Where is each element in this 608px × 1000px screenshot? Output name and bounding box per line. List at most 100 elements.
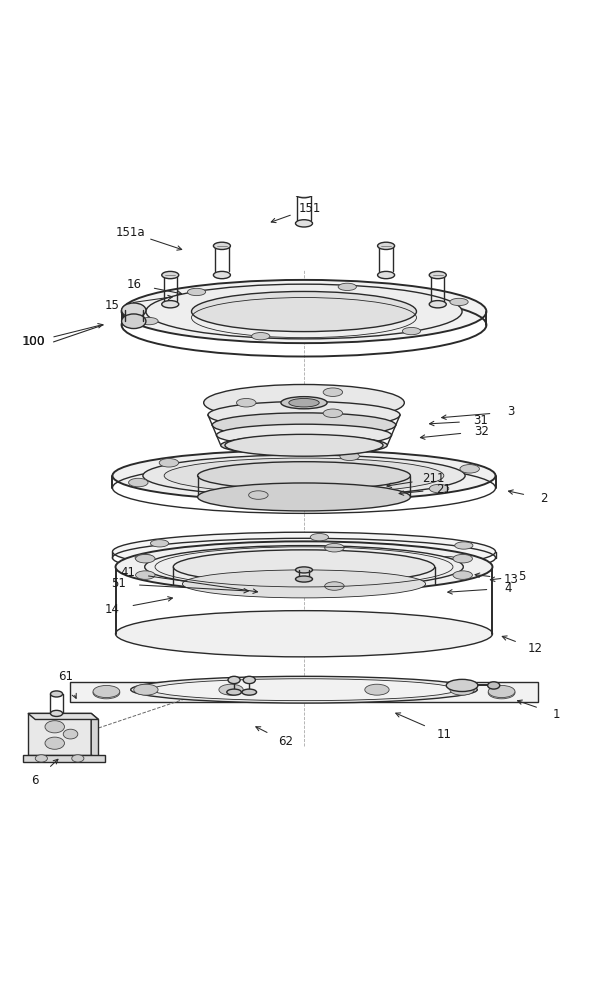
Text: 211: 211: [421, 472, 444, 485]
Ellipse shape: [228, 676, 240, 684]
Ellipse shape: [325, 582, 344, 590]
Ellipse shape: [325, 543, 344, 552]
Ellipse shape: [450, 298, 468, 306]
Text: 15: 15: [105, 299, 120, 312]
Ellipse shape: [281, 397, 327, 409]
Ellipse shape: [122, 280, 486, 343]
Ellipse shape: [112, 532, 496, 571]
Text: 16: 16: [126, 278, 141, 291]
Ellipse shape: [295, 191, 313, 198]
Text: 21: 21: [437, 483, 451, 496]
Ellipse shape: [280, 563, 298, 570]
Ellipse shape: [93, 687, 120, 699]
Ellipse shape: [289, 398, 319, 407]
Ellipse shape: [237, 398, 256, 407]
Ellipse shape: [429, 484, 449, 493]
Ellipse shape: [50, 691, 63, 697]
Ellipse shape: [453, 554, 472, 563]
Text: 32: 32: [474, 425, 489, 438]
Ellipse shape: [152, 679, 456, 701]
Text: 3: 3: [507, 405, 514, 418]
Ellipse shape: [143, 455, 465, 496]
Ellipse shape: [208, 402, 400, 428]
Text: 4: 4: [504, 582, 511, 595]
Ellipse shape: [225, 434, 383, 456]
Ellipse shape: [50, 710, 63, 716]
Text: 6: 6: [32, 774, 39, 787]
Text: 2: 2: [541, 492, 548, 505]
Text: 61: 61: [58, 670, 73, 683]
Ellipse shape: [310, 533, 328, 541]
Ellipse shape: [249, 491, 268, 499]
Text: 151: 151: [299, 202, 321, 215]
Ellipse shape: [150, 540, 168, 547]
Ellipse shape: [295, 576, 313, 582]
Ellipse shape: [198, 483, 410, 511]
Ellipse shape: [323, 388, 343, 396]
Ellipse shape: [340, 452, 359, 461]
Ellipse shape: [455, 542, 473, 549]
Ellipse shape: [112, 450, 496, 501]
Polygon shape: [23, 755, 105, 762]
Ellipse shape: [122, 303, 146, 318]
Ellipse shape: [164, 458, 444, 493]
Ellipse shape: [460, 465, 480, 473]
Ellipse shape: [136, 571, 155, 579]
Ellipse shape: [213, 271, 230, 279]
Ellipse shape: [116, 611, 492, 657]
Text: 100: 100: [21, 335, 46, 348]
Text: 51: 51: [111, 577, 126, 590]
Ellipse shape: [135, 554, 153, 561]
Ellipse shape: [440, 556, 458, 564]
Text: 11: 11: [437, 728, 451, 741]
Text: 13: 13: [503, 573, 518, 586]
Ellipse shape: [488, 687, 515, 699]
Ellipse shape: [35, 755, 47, 762]
Ellipse shape: [63, 729, 78, 739]
Ellipse shape: [429, 301, 446, 308]
Ellipse shape: [227, 689, 241, 695]
Ellipse shape: [45, 721, 64, 733]
Ellipse shape: [204, 384, 404, 421]
Text: 14: 14: [105, 603, 120, 616]
Ellipse shape: [146, 284, 462, 339]
Text: 62: 62: [278, 735, 293, 748]
Ellipse shape: [488, 685, 515, 698]
Ellipse shape: [365, 684, 389, 695]
Ellipse shape: [338, 283, 356, 291]
Ellipse shape: [242, 689, 257, 695]
Ellipse shape: [198, 462, 410, 490]
Ellipse shape: [446, 679, 478, 692]
Polygon shape: [28, 713, 91, 755]
Ellipse shape: [252, 333, 270, 340]
Ellipse shape: [216, 424, 392, 446]
Ellipse shape: [131, 676, 477, 703]
Ellipse shape: [162, 301, 179, 308]
Ellipse shape: [45, 737, 64, 749]
Text: 31: 31: [473, 414, 488, 427]
Ellipse shape: [173, 550, 435, 584]
Ellipse shape: [122, 314, 146, 329]
Ellipse shape: [128, 478, 148, 487]
Ellipse shape: [212, 413, 396, 437]
Ellipse shape: [295, 220, 313, 227]
Polygon shape: [91, 713, 98, 761]
Ellipse shape: [182, 570, 426, 598]
Ellipse shape: [243, 676, 255, 684]
Ellipse shape: [140, 317, 158, 325]
Ellipse shape: [219, 684, 243, 695]
Text: 100: 100: [22, 335, 44, 348]
Text: 5: 5: [518, 570, 525, 582]
Ellipse shape: [323, 409, 343, 418]
Text: 151a: 151a: [116, 226, 145, 239]
Ellipse shape: [116, 541, 492, 592]
Ellipse shape: [213, 242, 230, 250]
Ellipse shape: [450, 684, 474, 695]
Ellipse shape: [488, 682, 500, 689]
Ellipse shape: [134, 684, 158, 695]
Ellipse shape: [295, 567, 313, 573]
Text: 12: 12: [528, 642, 542, 655]
Ellipse shape: [187, 288, 206, 296]
Ellipse shape: [378, 271, 395, 279]
Ellipse shape: [93, 685, 120, 698]
